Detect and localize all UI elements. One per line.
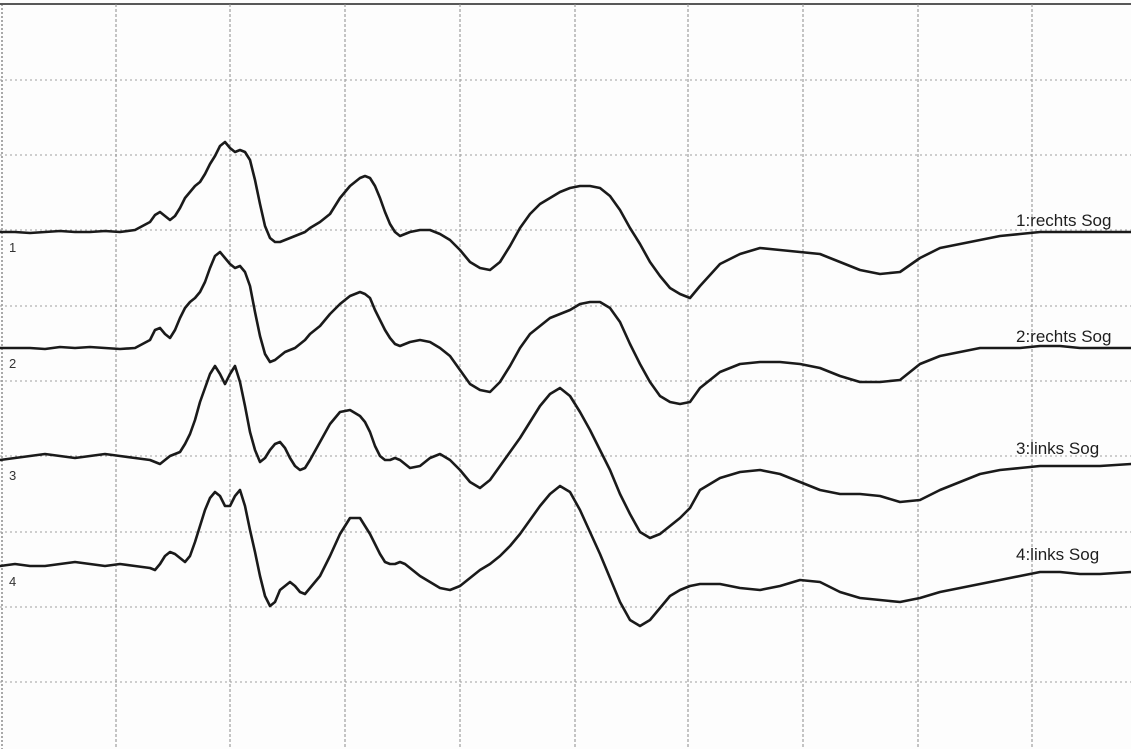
trace-line-2 [0,250,1131,406]
trace-line-4 [0,484,1131,628]
trace-marker-4: 4 [9,574,16,589]
trace-line-3 [0,364,1131,540]
trace-marker-1: 1 [9,240,16,255]
grid-lines [0,3,1131,749]
trace-marker-3: 3 [9,468,16,483]
trace-line-1 [0,140,1131,300]
trace-lines [0,140,1131,628]
series-label-3: 3:links Sog [1016,439,1099,458]
series-label-4: 4:links Sog [1016,545,1099,564]
series-label-1: 1:rechts Sog [1016,211,1111,230]
trace-marker-2: 2 [9,356,16,371]
trace-labels: 1 1:rechts Sog 2 2:rechts Sog 3 3:links Sog 4 4… [9,211,1111,589]
series-label-2: 2:rechts Sog [1016,327,1111,346]
